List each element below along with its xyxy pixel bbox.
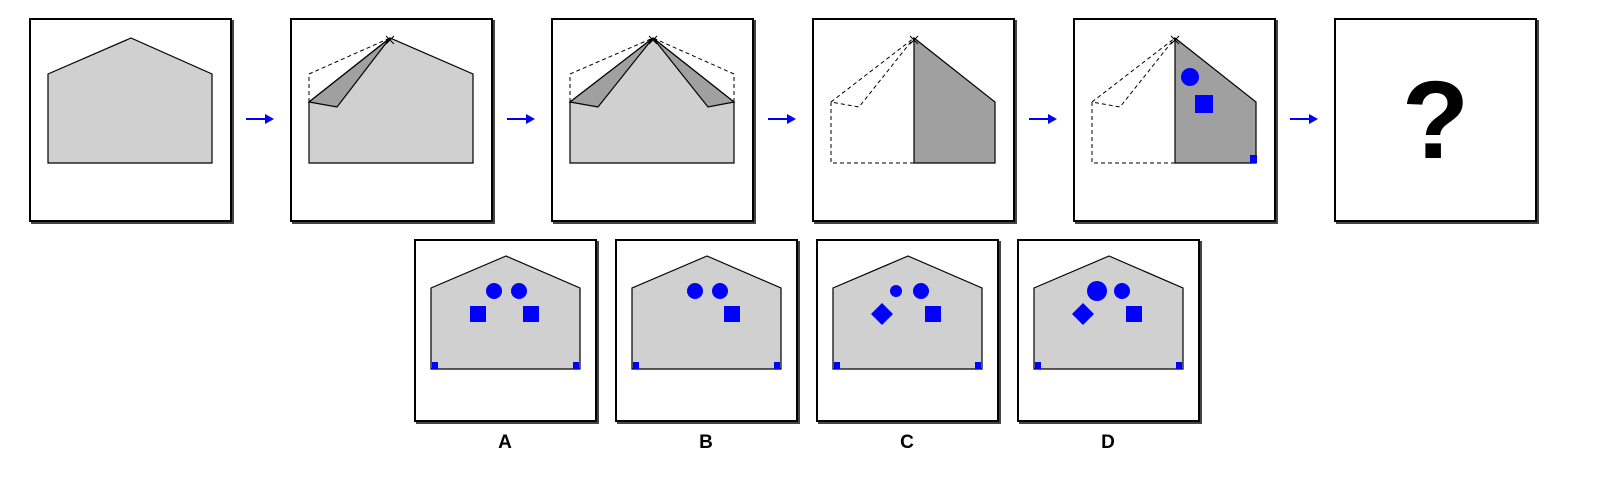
shape-circle (913, 283, 929, 299)
shape-diamond (1072, 303, 1094, 325)
option-d-house (1033, 255, 1184, 370)
house-left-fold (307, 35, 474, 164)
house-half-fold (830, 35, 996, 164)
option-d-panel[interactable] (1017, 239, 1200, 422)
option-c-label: C (900, 432, 914, 453)
option-a-house (430, 255, 581, 370)
shape-corner-square (573, 362, 579, 369)
shape-corner-square (1035, 362, 1041, 369)
punched-corner-square (1250, 155, 1257, 163)
shape-square (724, 306, 740, 322)
option-a-panel[interactable] (414, 239, 597, 422)
shape-corner-square (432, 362, 438, 369)
house-shape (47, 37, 213, 164)
option-c-panel[interactable] (816, 239, 999, 422)
shape-corner-square (774, 362, 780, 369)
shape-corner-square (633, 362, 639, 369)
sequence-step-3 (551, 18, 754, 222)
sequence-step-1 (29, 18, 232, 222)
option-c-house (832, 255, 983, 370)
shape-square (1126, 306, 1142, 322)
shape-large-circle (1087, 281, 1107, 301)
right-arrow-icon (246, 112, 276, 131)
punched-circle (1181, 68, 1199, 86)
sequence-step-4 (812, 18, 1015, 222)
shape-square (925, 306, 941, 322)
shape-square (523, 306, 539, 322)
shape-circle (687, 283, 703, 299)
house-punched (1091, 35, 1257, 164)
sequence-step-2 (290, 18, 493, 222)
shape-corner-square (1176, 362, 1182, 369)
right-arrow-icon (1029, 112, 1059, 131)
right-arrow-icon (768, 112, 798, 131)
option-d-label: D (1101, 432, 1115, 453)
shape-small-circle (890, 285, 902, 297)
house-both-folds (568, 35, 736, 164)
right-arrow-icon (507, 112, 537, 131)
shape-circle (712, 283, 728, 299)
sequence-step-5 (1073, 18, 1276, 222)
option-a-label: A (498, 432, 512, 453)
option-b-panel[interactable] (615, 239, 798, 422)
sequence-question-panel: ? (1334, 18, 1537, 222)
option-b-label: B (699, 432, 713, 453)
right-arrow-icon (1290, 112, 1320, 131)
shape-corner-square (975, 362, 981, 369)
shape-circle (1114, 283, 1130, 299)
punched-square (1195, 95, 1213, 113)
shape-square (470, 306, 486, 322)
option-b-house (631, 255, 782, 370)
shape-diamond (871, 303, 893, 325)
shape-circle (511, 283, 527, 299)
shape-circle (486, 283, 502, 299)
shape-corner-square (834, 362, 840, 369)
question-mark: ? (1401, 58, 1470, 182)
